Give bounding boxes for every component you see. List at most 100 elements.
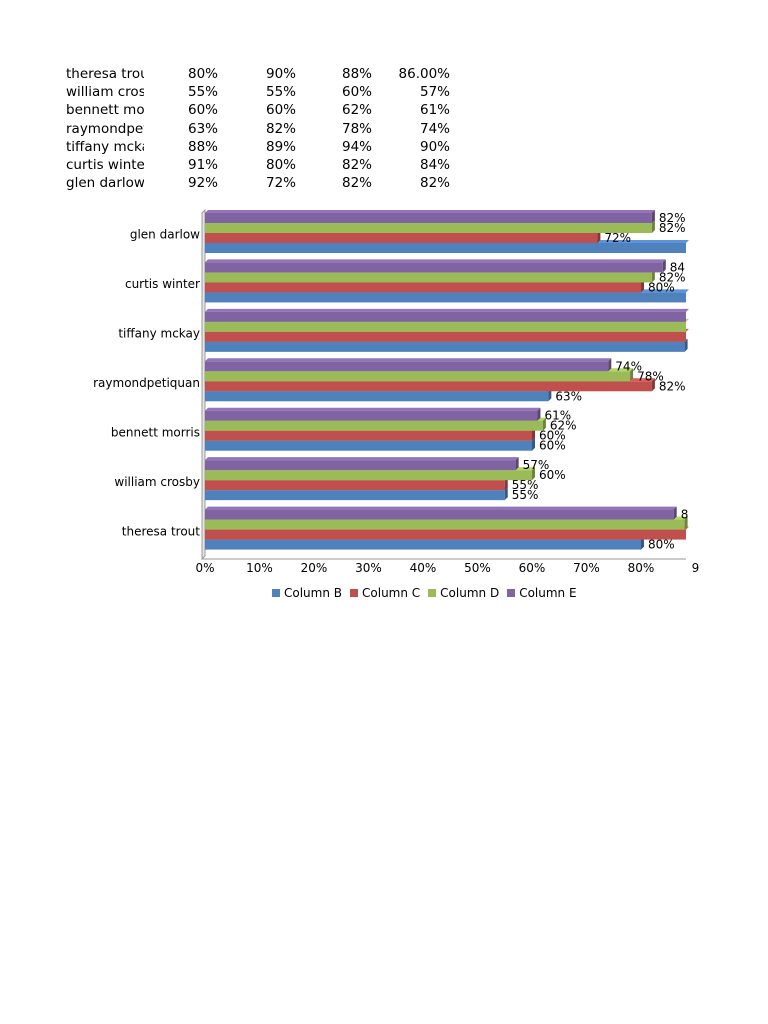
- data-label: 82%: [659, 221, 686, 235]
- bar-end-face: [651, 210, 655, 223]
- legend-label: Column B: [284, 586, 343, 600]
- data-label: 80%: [648, 280, 675, 294]
- bar: [205, 223, 652, 233]
- category-label: tiffany mckay: [118, 327, 200, 341]
- bar-end-face: [542, 417, 546, 431]
- bar-top-face: [205, 457, 519, 461]
- data-label: 60%: [539, 429, 566, 443]
- bar-end-face: [662, 259, 666, 273]
- cell-column-b[interactable]: 91%: [187, 156, 218, 173]
- bar-end-face: [651, 220, 655, 233]
- cell-column-c[interactable]: 80%: [265, 156, 296, 173]
- bar-end-face: [630, 368, 634, 382]
- data-label: 72%: [604, 231, 631, 245]
- bar-end-face: [608, 358, 612, 372]
- cell-column-b[interactable]: 80%: [187, 66, 218, 82]
- cell-column-e[interactable]: 90%: [419, 138, 450, 155]
- chart-legend: Column B Column C Column D Column E: [272, 586, 577, 600]
- table-row: raymondpetiquan 63% 82% 78% 74%: [66, 120, 466, 138]
- bar-end-face: [532, 427, 535, 441]
- category-label: curtis winter: [125, 277, 200, 291]
- bar-top-face: [205, 407, 541, 411]
- x-tick-label: 10%: [246, 561, 273, 575]
- cell-column-d[interactable]: 94%: [341, 138, 372, 155]
- legend-swatch: [350, 589, 359, 597]
- table-row: theresa trout 80% 90% 88% 86.00%: [66, 65, 466, 83]
- x-tick-label: 60%: [519, 561, 546, 575]
- cell-column-d[interactable]: 88%: [341, 66, 372, 82]
- data-label: 82%: [659, 270, 686, 284]
- bar-end-face: [532, 437, 535, 451]
- bar: [205, 460, 516, 471]
- table-row: curtis winter 91% 80% 82% 84%: [66, 156, 466, 174]
- data-label: 82%: [659, 211, 686, 225]
- data-label: 60%: [539, 439, 566, 453]
- bar: [205, 480, 505, 491]
- cell-column-b[interactable]: 60%: [187, 102, 218, 119]
- cell-name[interactable]: tiffany mckay: [66, 138, 144, 155]
- cell-column-e[interactable]: 61%: [419, 102, 450, 119]
- cell-column-b[interactable]: 88%: [187, 138, 218, 155]
- cell-column-d[interactable]: 60%: [341, 84, 372, 101]
- bar: [205, 391, 549, 402]
- x-tick-label: 30%: [355, 561, 382, 575]
- legend-item-column-c: Column C: [350, 586, 420, 600]
- bar-end-face: [651, 269, 655, 283]
- legend-item-column-d: Column D: [428, 586, 499, 600]
- category-label: william crosby: [114, 475, 200, 489]
- cell-column-d[interactable]: 78%: [341, 120, 372, 137]
- bar-end-face: [515, 457, 519, 471]
- bar-end-face: [532, 467, 535, 481]
- x-tick-label: 9: [692, 561, 700, 575]
- legend-swatch: [272, 589, 280, 597]
- cell-column-c[interactable]: 90%: [265, 66, 296, 82]
- cell-column-d[interactable]: 62%: [341, 102, 372, 119]
- x-tick-label: 20%: [301, 561, 328, 575]
- cell-column-b[interactable]: 63%: [187, 120, 218, 137]
- cell-name[interactable]: william crosby: [66, 84, 144, 101]
- x-tick-label: 80%: [628, 561, 655, 575]
- cell-column-c[interactable]: 55%: [265, 84, 296, 101]
- cell-column-e[interactable]: 84%: [419, 156, 450, 173]
- cell-column-b[interactable]: 92%: [187, 175, 218, 192]
- data-label: 82%: [659, 379, 686, 393]
- bar: [205, 509, 674, 520]
- cell-column-c[interactable]: 89%: [265, 138, 296, 155]
- bar-top-face: [205, 308, 689, 312]
- cell-column-e[interactable]: 57%: [419, 84, 450, 101]
- bar: [205, 371, 631, 382]
- data-label: 55%: [512, 488, 539, 502]
- bar-end-face: [651, 378, 655, 392]
- cell-column-c[interactable]: 72%: [265, 175, 296, 192]
- cell-column-c[interactable]: 82%: [265, 120, 296, 137]
- cell-column-e[interactable]: 74%: [419, 120, 450, 137]
- bar-end-face: [504, 487, 508, 501]
- cell-column-d[interactable]: 82%: [341, 175, 372, 192]
- cell-column-b[interactable]: 55%: [187, 84, 218, 101]
- bar-end-face: [684, 338, 688, 352]
- cell-name[interactable]: curtis winter: [66, 156, 144, 173]
- legend-item-column-e: Column E: [507, 586, 577, 600]
- legend-label: Column C: [362, 586, 421, 600]
- bar: [205, 321, 686, 332]
- bar: [205, 233, 598, 243]
- bar-end-face: [597, 230, 601, 243]
- cell-name[interactable]: theresa trout: [66, 66, 144, 82]
- bar: [205, 470, 532, 481]
- cell-column-e[interactable]: 82%: [419, 175, 450, 192]
- cell-name[interactable]: glen darlow: [66, 175, 144, 192]
- axis-wall: [201, 208, 206, 561]
- cell-column-e[interactable]: 86.00%: [398, 66, 450, 82]
- bar: [205, 292, 686, 303]
- cell-name[interactable]: raymondpetiquan: [66, 120, 144, 137]
- cell-column-c[interactable]: 60%: [265, 102, 296, 119]
- spreadsheet-range: theresa trout 80% 90% 88% 86.00% william…: [66, 65, 466, 192]
- cell-column-d[interactable]: 82%: [341, 156, 372, 173]
- bar: [205, 420, 543, 431]
- bar: [205, 361, 609, 372]
- cell-name[interactable]: bennett morris: [66, 102, 144, 119]
- bar: [205, 410, 538, 421]
- x-tick-label: 40%: [410, 561, 437, 575]
- legend-swatch: [428, 589, 437, 597]
